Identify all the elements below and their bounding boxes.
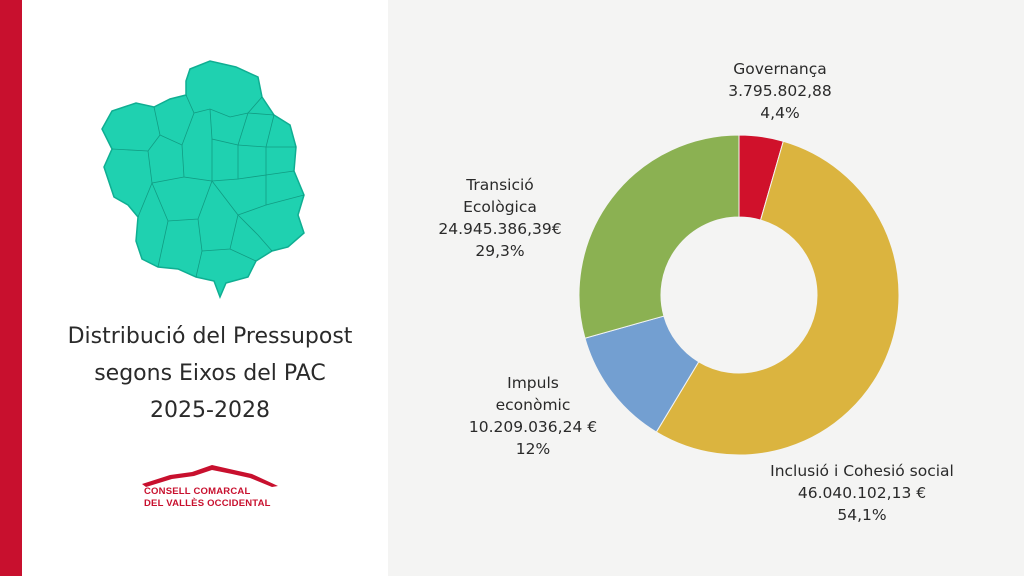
right-panel	[388, 0, 1024, 576]
slice-label-impuls-line-1: Impuls	[507, 374, 559, 392]
page-title: Distribució del Pressupost segons Eixos …	[40, 318, 380, 429]
value-label-inclusio: 46.040.102,13 €	[797, 484, 927, 502]
title-line-3: 2025-2028	[150, 398, 270, 423]
label-impuls-economic: Impuls econòmic 10.209.036,24 € 12%	[448, 372, 618, 460]
label-governanca: Governança 3.795.802,88 4,4%	[700, 58, 860, 124]
label-transicio-ecologica: Transició Ecològica 24.945.386,39€ 29,3%	[418, 174, 582, 262]
logo-text-line-2: DEL VALLÈS OCCIDENTAL	[144, 498, 271, 509]
slice-label-governanca: Governança	[733, 60, 827, 78]
title-line-1: Distribució del Pressupost	[67, 324, 353, 349]
label-inclusio-cohesio-social: Inclusió i Cohesió social 46.040.102,13 …	[752, 460, 972, 526]
value-label-governanca: 3.795.802,88	[728, 82, 832, 100]
title-line-2: segons Eixos del PAC	[94, 361, 326, 386]
slice-label-transicio-line-1: Transició	[466, 176, 534, 194]
consell-comarcal-logo	[142, 465, 278, 487]
value-label-transicio: 24.945.386,39€	[438, 220, 562, 238]
percent-label-governanca: 4,4%	[760, 104, 800, 122]
budget-donut-chart	[578, 134, 900, 456]
slice-label-transicio-line-2: Ecològica	[463, 198, 537, 216]
percent-label-impuls: 12%	[515, 440, 551, 458]
region-map-illustration	[101, 60, 305, 300]
accent-bar	[0, 0, 22, 576]
donut-slice-inclusio-i-cohesio-social	[655, 140, 900, 456]
logo-text-line-1: CONSELL COMARCAL	[144, 486, 251, 497]
value-label-impuls: 10.209.036,24 €	[468, 418, 598, 436]
slice-label-inclusio: Inclusió i Cohesió social	[770, 462, 954, 480]
percent-label-inclusio: 54,1%	[837, 506, 887, 524]
slice-label-impuls-line-2: econòmic	[495, 396, 571, 414]
percent-label-transicio: 29,3%	[475, 242, 525, 260]
donut-slice-transicio-ecologica	[578, 134, 740, 339]
